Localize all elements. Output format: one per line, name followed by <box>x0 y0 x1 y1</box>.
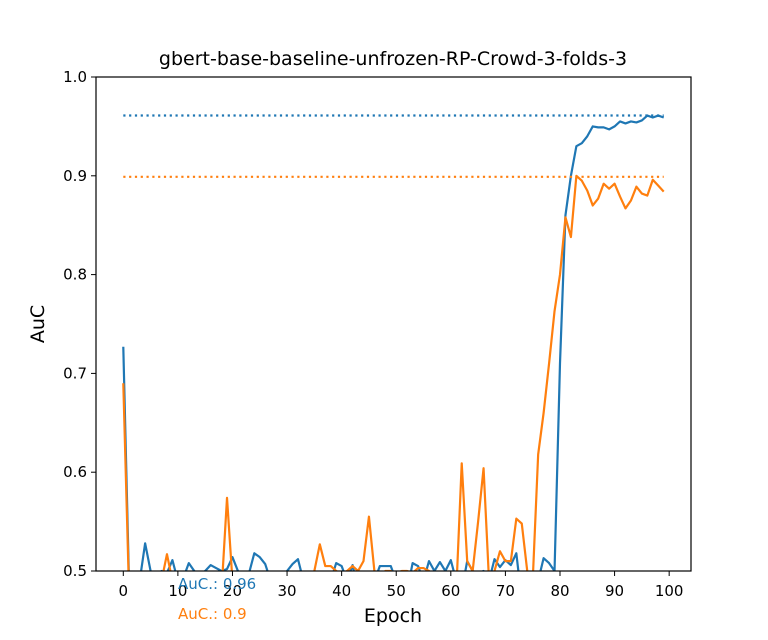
x-tick-label: 90 <box>605 582 624 600</box>
x-tick-label: 80 <box>550 582 569 600</box>
x-tick-label: 20 <box>223 582 242 600</box>
y-tick-label: 0.6 <box>63 463 87 481</box>
annotation-1: AuC.: 0.96 <box>178 575 256 593</box>
series-line-1 <box>122 114 665 571</box>
x-tick-label: 70 <box>496 582 515 600</box>
x-tick-label: 10 <box>168 582 187 600</box>
y-tick-label: 1.0 <box>63 68 87 86</box>
y-tick-label: 0.8 <box>63 266 87 284</box>
series-line-2 <box>122 174 665 571</box>
x-tick-label: 60 <box>441 582 460 600</box>
x-tick-label: 40 <box>332 582 351 600</box>
x-axis-label: Epoch <box>364 605 422 627</box>
y-axis: 0.5 0.6 0.7 0.8 0.9 1.0 <box>63 68 96 580</box>
annotation-2: AuC.: 0.9 <box>178 605 247 623</box>
series-layer <box>122 114 665 571</box>
x-tick-label: 100 <box>655 582 684 600</box>
y-tick-label: 0.9 <box>63 167 87 185</box>
x-tick-label: 30 <box>278 582 297 600</box>
y-tick-label: 0.7 <box>63 364 87 382</box>
chart-title: gbert-base-baseline-unfrozen-RP-Crowd-3-… <box>159 48 627 70</box>
x-tick-label: 50 <box>387 582 406 600</box>
annotation-layer: AuC.: 0.96 AuC.: 0.9 <box>178 575 256 623</box>
x-axis: 0 10 20 30 40 50 60 70 80 90 100 <box>119 571 684 600</box>
x-tick-label: 0 <box>119 582 129 600</box>
y-tick-label: 0.5 <box>63 562 87 580</box>
y-axis-label: AuC <box>27 305 49 343</box>
plot-frame <box>95 76 692 572</box>
